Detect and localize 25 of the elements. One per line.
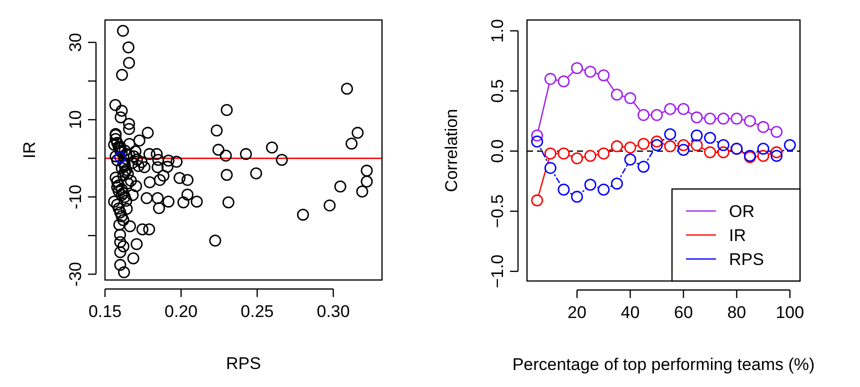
y-tick-label: -30 — [66, 262, 85, 286]
legend-label: IR — [729, 226, 746, 245]
x-axis-title: Percentage of top performing teams (%) — [512, 355, 815, 374]
x-tick-label: 20 — [568, 303, 586, 322]
x-tick-label: 0.20 — [164, 302, 198, 321]
x-axis-title: RPS — [226, 354, 261, 373]
x-tick-label: 60 — [674, 303, 693, 322]
y-tick-label: 10 — [66, 110, 85, 130]
y-tick-label: 30 — [66, 32, 85, 52]
y-tick-label: 0.5 — [488, 79, 507, 103]
x-tick-label: 100 — [776, 303, 804, 322]
x-tick-label: 0.15 — [88, 302, 122, 321]
y-tick-label: −1.0 — [488, 254, 507, 288]
y-axis-title: IR — [20, 142, 39, 158]
y-tick-label: 1.0 — [488, 19, 507, 43]
legend-label: RPS — [729, 250, 764, 269]
legend-label: OR — [729, 202, 754, 221]
x-tick-label: 0.30 — [316, 302, 350, 321]
y-axis-title: Correlation — [442, 108, 461, 192]
x-tick-label: 40 — [620, 303, 640, 322]
x-tick-label: 0.25 — [240, 302, 274, 321]
x-tick-label: 80 — [727, 303, 746, 322]
y-tick-label: −0.5 — [488, 194, 507, 228]
y-tick-label: -10 — [66, 184, 85, 210]
y-tick-label: 0.0 — [488, 139, 507, 163]
